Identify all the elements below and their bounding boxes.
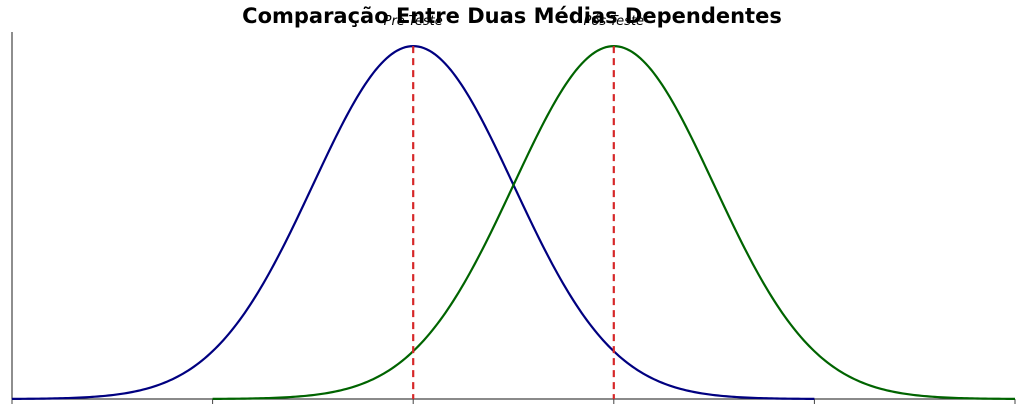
annotations: Pré-Teste Pós-Teste — [384, 14, 644, 29]
annotation-pos-teste: Pós-Teste — [584, 14, 645, 29]
mean-lines — [412, 46, 615, 399]
annotation-pre-teste: Pré-Teste — [384, 14, 443, 29]
chart-title: Comparação Entre Duas Médias Dependentes — [242, 4, 782, 28]
density-curves — [11, 45, 1016, 400]
axes — [11, 32, 1016, 404]
